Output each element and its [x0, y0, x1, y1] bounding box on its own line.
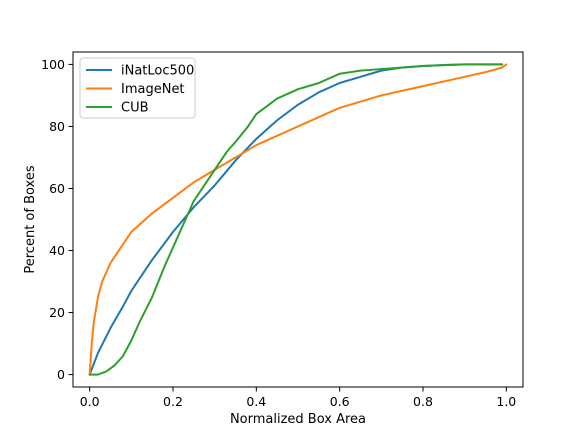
plot-frame — [72, 51, 524, 388]
series-line-cub — [88, 63, 504, 376]
series-line-imagenet — [88, 63, 508, 376]
x-axis: 0.0 0.2 0.4 0.6 0.8 1.0 — [80, 387, 516, 409]
y-axis-label: Percent of Boxes — [23, 165, 38, 273]
y-axis: 0 20 40 60 80 100 — [41, 57, 73, 382]
y-tick-label: 100 — [41, 57, 65, 72]
legend-box — [79, 57, 196, 119]
x-tick-label: 0.6 — [330, 394, 350, 409]
legend-label: CUB — [121, 101, 149, 116]
legend: iNatLoc500 ImageNet CUB — [79, 57, 196, 119]
y-tick-label: 0 — [57, 367, 65, 382]
x-tick-label: 0.8 — [413, 394, 433, 409]
plot-lines — [88, 63, 508, 376]
x-tick-label: 0.2 — [163, 394, 183, 409]
legend-label: iNatLoc500 — [121, 64, 194, 79]
x-tick-label: 1.0 — [496, 394, 516, 409]
legend-label: ImageNet — [121, 82, 185, 97]
y-tick-label: 80 — [49, 119, 65, 134]
y-tick-label: 20 — [49, 305, 65, 320]
x-axis-label: Normalized Box Area — [230, 412, 366, 427]
y-tick-label: 40 — [49, 243, 65, 258]
x-tick-label: 0.4 — [246, 394, 266, 409]
x-tick-label: 0.0 — [80, 394, 100, 409]
y-tick-label: 60 — [49, 181, 65, 196]
